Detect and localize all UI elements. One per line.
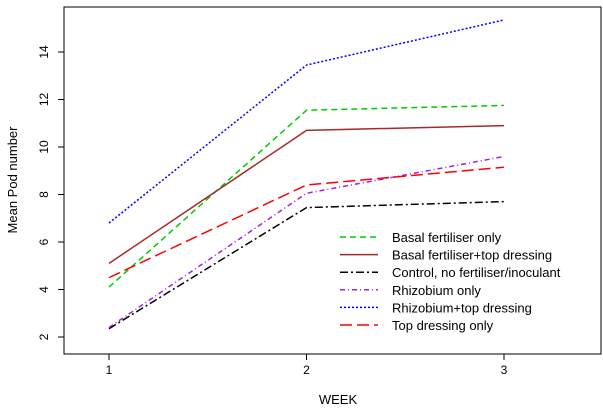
legend-label-5: Rhizobium+top dressing [392,300,532,315]
series-line-5 [108,19,505,224]
legend-label-6: Top dressing only [392,318,494,333]
series-line-4 [108,155,505,329]
series-line-6 [108,166,505,279]
y-tick-label: 14 [37,45,51,59]
y-tick-label: 2 [37,333,51,340]
series-line-1 [108,104,505,288]
y-tick-label: 12 [37,93,51,107]
x-tick-label: 1 [106,363,113,377]
series-layer [108,19,505,330]
x-axis-title: WEEK [319,392,358,407]
y-tick-label: 6 [37,238,51,245]
legend-label-4: Rhizobium only [392,283,481,298]
x-axis: 1 2 3 [106,354,508,377]
legend-label-2: Basal fertiliser+top dressing [392,248,552,263]
legend-label-3: Control, no fertiliser/inoculant [392,265,561,280]
y-tick-label: 4 [37,286,51,293]
series-line-3 [108,200,505,330]
x-tick-label: 3 [501,363,508,377]
y-tick-label: 10 [37,140,51,154]
y-axis-title: Mean Pod number [5,126,20,234]
legend: Basal fertiliser only Basal fertiliser+to… [340,230,561,333]
y-tick-label: 8 [37,191,51,198]
y-axis: 2 4 6 8 10 12 14 [37,45,64,340]
legend-label-1: Basal fertiliser only [392,230,502,245]
x-tick-label: 2 [303,363,310,377]
plot-frame [63,6,602,355]
series-line-2 [108,124,505,264]
